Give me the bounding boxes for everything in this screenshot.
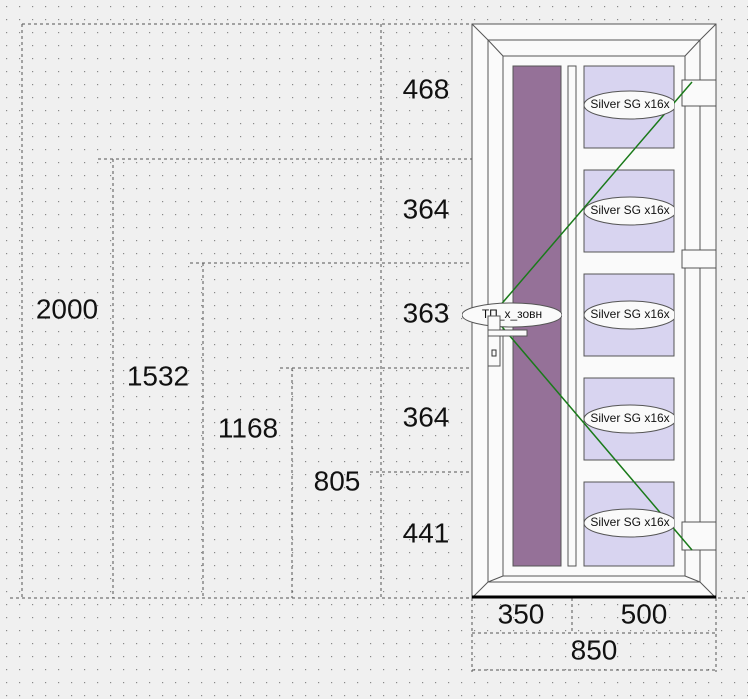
panel-label: Silver SG x16x: [590, 203, 669, 217]
width-segment: 500: [621, 598, 668, 629]
panel-label-ellipse: [584, 90, 674, 120]
panel-label-ellipse: [584, 300, 674, 330]
handle: [487, 315, 528, 367]
width-total: 850: [571, 634, 618, 665]
panel-label: Silver SG x16x: [590, 411, 669, 425]
panel-labels: Silver SG x16x Silver SG x16x Silver SG x1…: [584, 90, 674, 538]
panel-label: Silver SG x16x: [590, 97, 669, 111]
side-label-group: ТП_х_зовн: [462, 302, 562, 328]
height-cumulative: 805: [314, 465, 361, 496]
height-segment: 363: [403, 297, 450, 328]
panel-label: Silver SG x16x: [590, 515, 669, 529]
panel-label: Silver SG x16x: [590, 307, 669, 321]
height-segment: 441: [403, 517, 450, 548]
width-segment: 350: [498, 598, 545, 629]
height-cumulative: 1168: [218, 412, 278, 443]
panel-label-ellipse: [584, 196, 674, 226]
height-cumulative: 2000: [36, 293, 98, 324]
height-segment: 364: [403, 193, 450, 224]
panel-label-ellipse: [584, 404, 674, 434]
height-cumulative: 1532: [127, 360, 189, 391]
panel-label-ellipse: [584, 508, 674, 538]
height-segment: 468: [403, 73, 450, 104]
height-segment: 364: [403, 401, 450, 432]
